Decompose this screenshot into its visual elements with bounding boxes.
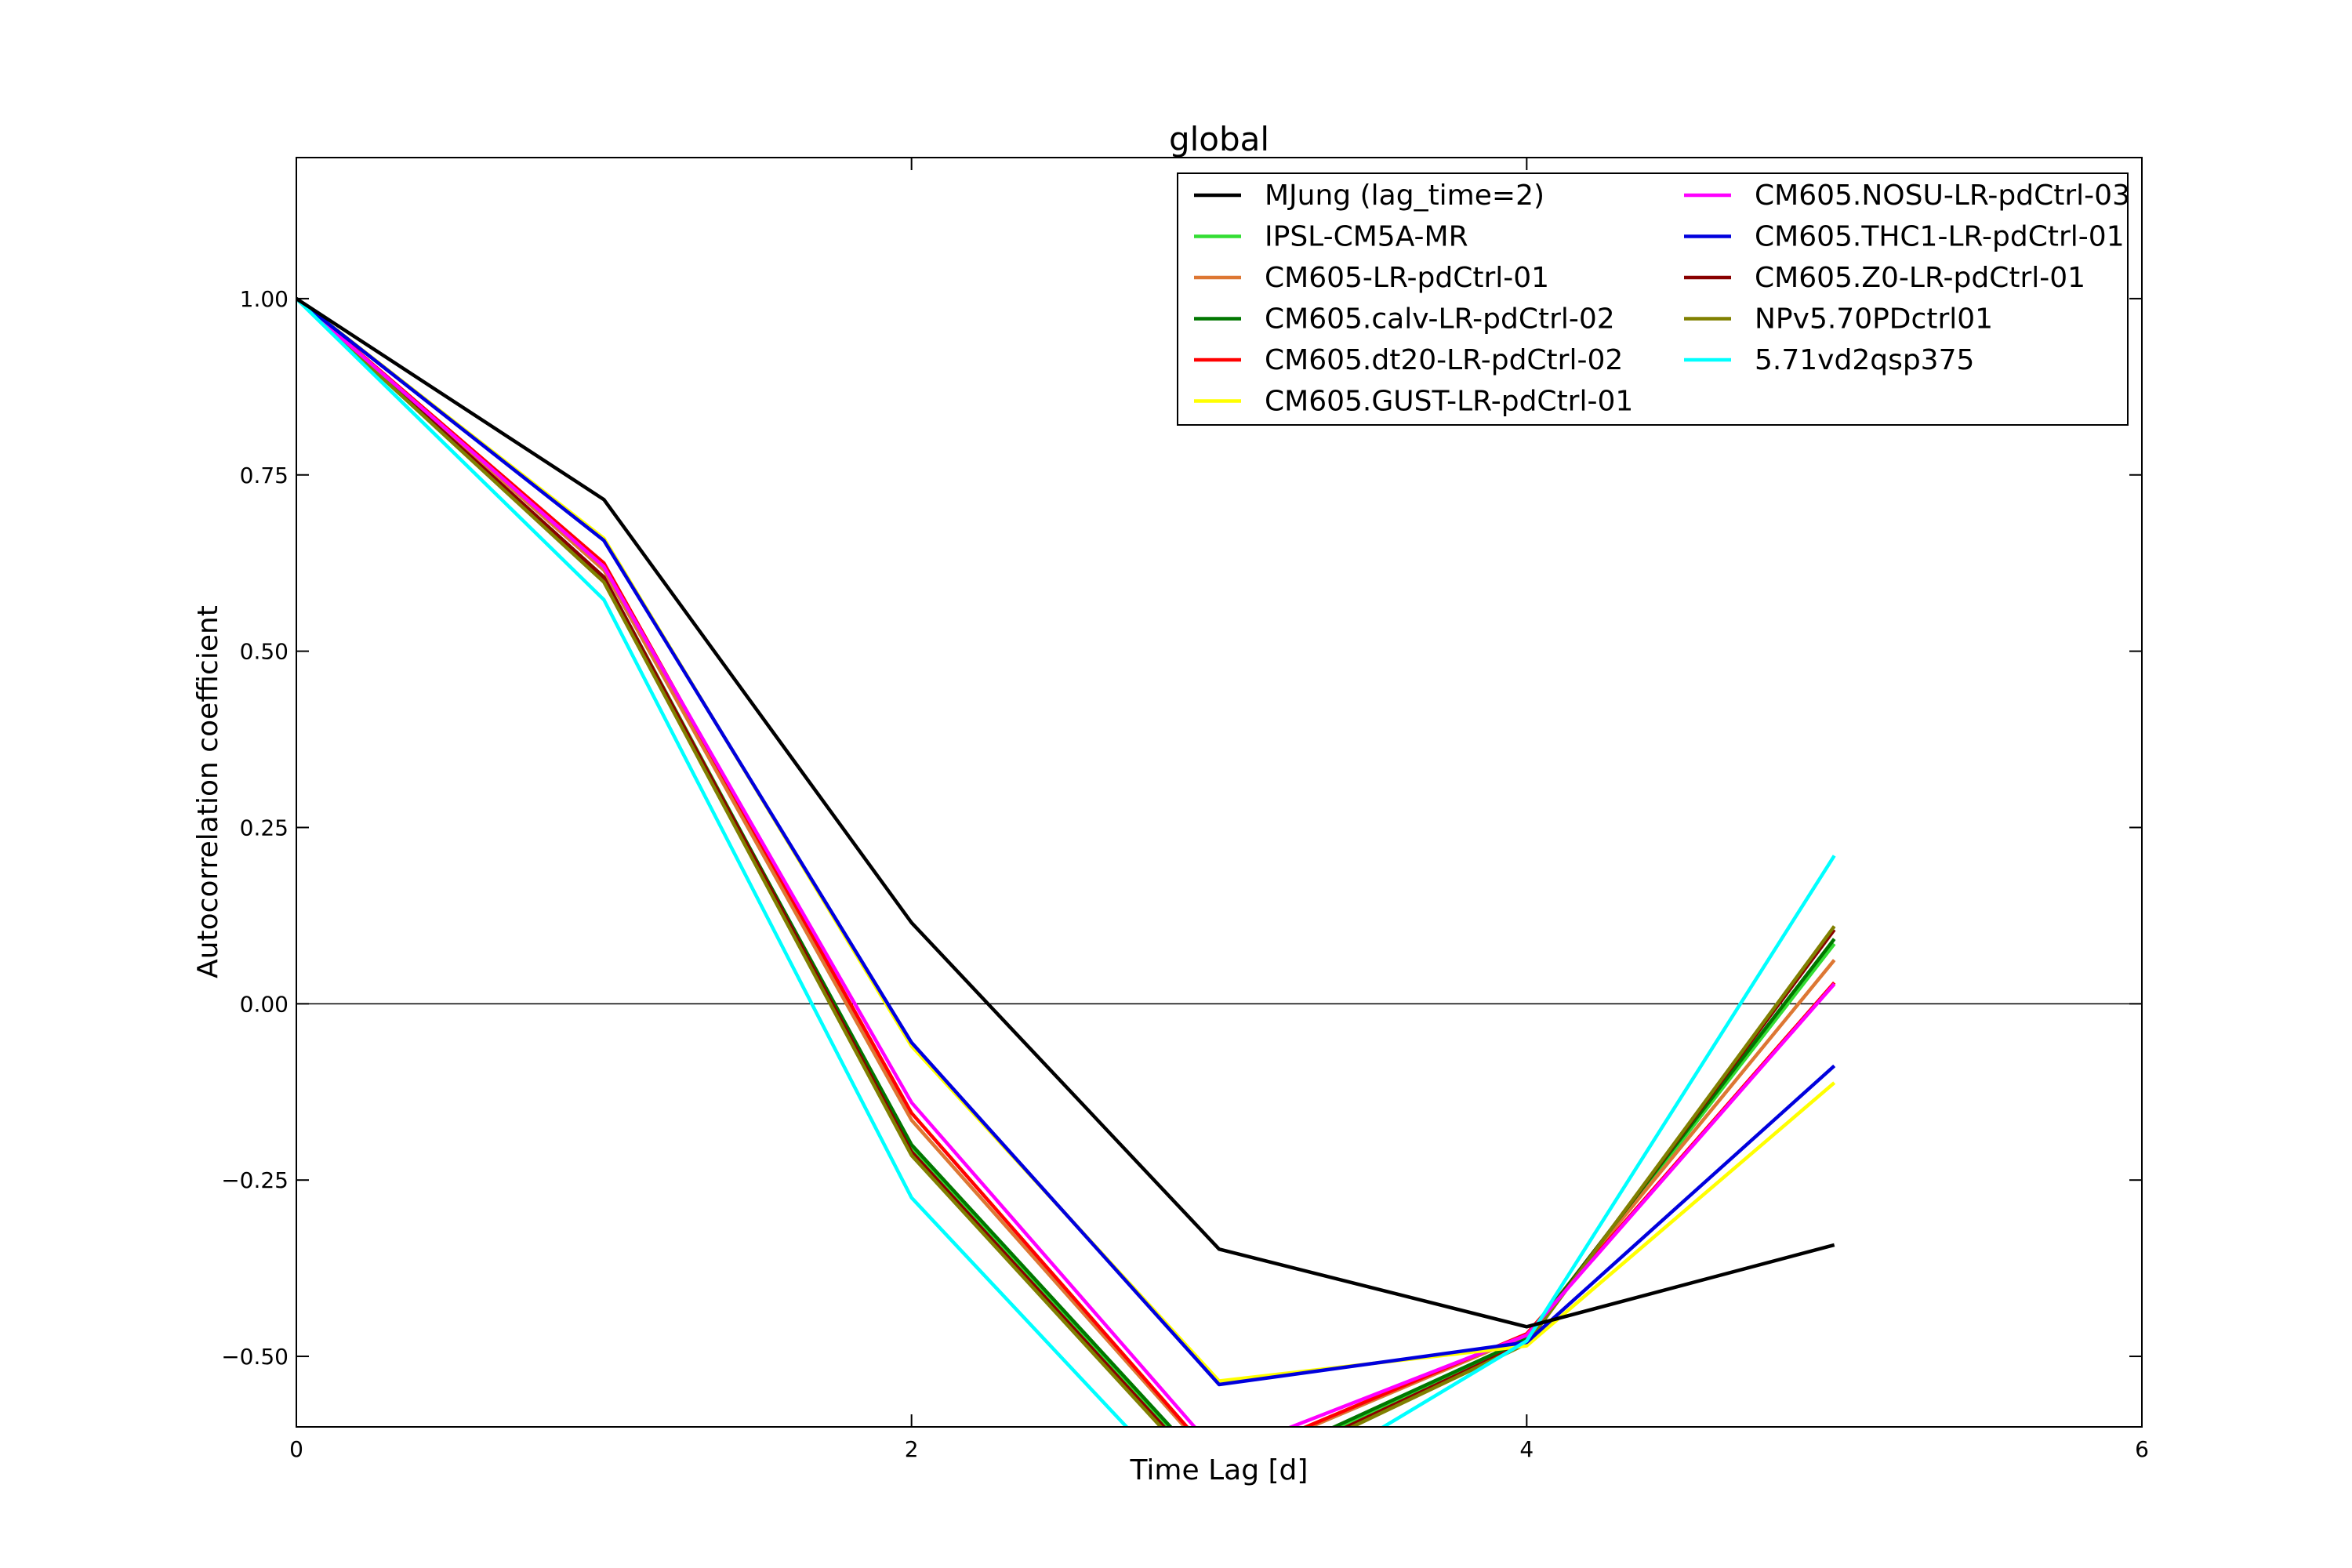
y-tick-label: 0.00 [240,991,289,1017]
series-line-10 [296,297,1836,1427]
legend-label-3: CM605.calv-LR-pdCtrl-02 [1265,303,1615,336]
x-tick-label: 6 [2135,1436,2149,1462]
legend-label-8: CM605.Z0-LR-pdCtrl-01 [1755,262,2085,294]
legend: MJung (lag_time=2) IPSL-CM5A-MR CM605-LR-p… [1177,172,2130,426]
x-tick-label: 2 [905,1436,919,1462]
legend-label-1: IPSL-CM5A-MR [1265,221,1468,253]
legend-label-6: CM605.NOSU-LR-pdCtrl-03 [1755,180,2130,212]
legend-label-10: 5.71vd2qsp375 [1755,344,1974,376]
x-axis-label: Time Lag [d] [1130,1454,1308,1486]
x-tick-label: 4 [1519,1436,1534,1462]
y-axis-label: Autocorrelation coefficient [192,605,224,978]
legend-label-0: MJung (lag_time=2) [1265,180,1544,212]
legend-box [1177,172,2129,426]
legend-label-5: CM605.GUST-LR-pdCtrl-01 [1265,386,1633,418]
y-tick-label: 0.75 [240,463,289,488]
legend-label-9: NPv5.70PDctrl01 [1755,303,1993,336]
chart-title: global [1169,120,1269,158]
y-tick-label: 0.25 [240,815,289,840]
x-tick-label: 0 [289,1436,303,1462]
y-tick-label: −0.50 [221,1344,289,1370]
legend-label-2: CM605-LR-pdCtrl-01 [1265,262,1549,294]
legend-label-4: CM605.dt20-LR-pdCtrl-02 [1265,344,1623,376]
series-line-6 [296,297,1836,1427]
series-line-7 [296,297,1836,1387]
y-tick-label: 1.00 [240,286,289,312]
legend-label-7: CM605.THC1-LR-pdCtrl-01 [1755,221,2125,253]
y-tick-label: 0.50 [240,639,289,665]
series-line-0 [296,297,1835,1329]
y-tick-label: −0.25 [221,1167,289,1193]
plot-frame [296,157,2143,1428]
